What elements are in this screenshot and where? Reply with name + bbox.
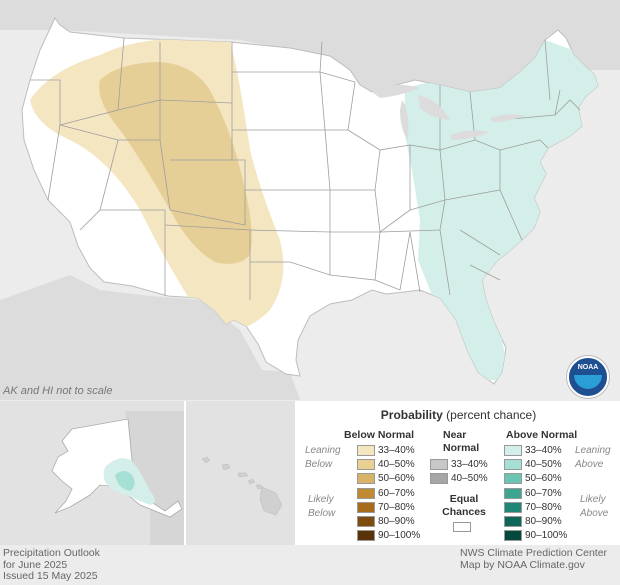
great-lakes (372, 84, 525, 140)
legend-panel: Probability (percent chance) Below Norma… (297, 401, 620, 545)
above-legend-row: 40–50% (504, 459, 562, 471)
scale-note: AK and HI not to scale (2, 385, 112, 397)
above-normal-33-40-region (404, 40, 598, 380)
below-legend-swatch (357, 516, 375, 527)
below-legend-swatch (357, 487, 375, 499)
equal-line1: Equal (449, 493, 479, 505)
below-legend-label: 80–90% (378, 516, 415, 528)
below-legend-label: 60–70% (378, 487, 415, 499)
below-legend-row: 33–40% (357, 445, 415, 457)
credit-line2: Map by NOAA Climate.gov (460, 558, 585, 571)
near-heading-line1: Near (443, 429, 467, 441)
map-credit: NWS Climate Prediction Center Map by NOA… (460, 547, 608, 571)
above-leaning-line1: Leaning (575, 445, 611, 456)
below-leaning-line1: Leaning (305, 445, 341, 456)
below-legend-swatch (357, 530, 375, 542)
below-legend-label: 70–80% (378, 501, 415, 513)
near-legend-label: 33–40% (451, 459, 488, 471)
above-legend-swatch (504, 459, 522, 471)
legend-title-bold: Probability (380, 408, 443, 422)
above-legend-swatch (504, 473, 522, 485)
below-legend-swatch (357, 501, 375, 513)
hawaii-inset (186, 401, 297, 545)
alaska-above-normal-40-50 (115, 471, 135, 491)
near-heading-line2: Normal (443, 442, 480, 454)
below-leaning-line2: Below (305, 459, 333, 470)
above-legend-row: 70–80% (504, 501, 562, 514)
mexico-landmass (0, 275, 300, 400)
above-leaning-line2: Above (575, 459, 604, 470)
below-likely-label: Likely Below (308, 493, 335, 521)
caption-line2: for June 2025 (3, 558, 68, 571)
above-leaning-label: Leaning Above (575, 444, 611, 472)
near-legend-swatch (430, 473, 448, 485)
above-legend-label: 60–70% (525, 487, 562, 499)
credit-line1: NWS Climate Prediction Center (460, 547, 608, 559)
above-likely-line1: Likely (580, 494, 606, 505)
above-legend-label: 80–90% (525, 516, 562, 528)
near-legend-label: 40–50% (451, 473, 488, 485)
above-legend-row: 50–60% (504, 473, 562, 485)
above-normal-heading: Above Normal (506, 429, 578, 441)
below-legend-row: 60–70% (357, 487, 415, 500)
above-legend-swatch (504, 501, 522, 513)
gulf-water (300, 330, 500, 400)
below-legend-row: 80–90% (357, 516, 415, 528)
above-legend-row: 60–70% (504, 487, 562, 500)
above-legend-label: 50–60% (525, 473, 562, 485)
below-legend-swatch (357, 445, 375, 456)
equal-chances-heading: Equal Chances (442, 493, 486, 519)
hawaii-islands (201, 456, 283, 516)
alaska-inset (0, 401, 186, 545)
below-legend-swatch (357, 473, 375, 485)
equal-chances-swatch (453, 522, 471, 532)
below-legend-label: 90–100% (378, 530, 421, 542)
above-legend-row: 90–100% (504, 530, 567, 542)
below-legend-row: 40–50% (357, 459, 415, 471)
below-leaning-label: Leaning Below (305, 444, 341, 472)
near-normal-heading: Near Normal (443, 429, 479, 455)
noaa-logo-icon: NOAA (567, 356, 609, 398)
below-normal-40-50-region (99, 62, 252, 264)
near-legend-swatch (430, 459, 448, 470)
legend-title-rest: (percent chance) (442, 408, 537, 422)
above-legend-swatch (504, 516, 522, 527)
below-legend-row: 90–100% (357, 530, 420, 542)
above-legend-label: 33–40% (525, 445, 562, 457)
below-legend-row: 70–80% (357, 501, 415, 514)
below-legend-label: 50–60% (378, 473, 415, 485)
map-caption: Precipitation Outlook for June 2025 Issu… (3, 547, 100, 583)
above-likely-label: Likely Above (580, 493, 608, 521)
logo-text: NOAA (577, 364, 599, 371)
caption-line1: Precipitation Outlook (3, 547, 100, 559)
above-legend-label: 70–80% (525, 501, 562, 513)
above-legend-swatch (504, 487, 522, 499)
canada-landmass (0, 0, 620, 92)
near-legend-row: 40–50% (430, 473, 488, 485)
above-legend-swatch (504, 530, 522, 542)
above-legend-label: 90–100% (525, 530, 568, 542)
below-likely-line1: Likely (308, 494, 334, 505)
below-legend-label: 40–50% (378, 459, 415, 471)
legend-title: Probability (percent chance) (297, 408, 620, 422)
above-legend-row: 33–40% (504, 445, 562, 457)
near-legend-row: 33–40% (430, 459, 488, 471)
below-likely-line2: Below (308, 508, 336, 519)
alaska-map (0, 401, 184, 545)
above-legend-swatch (504, 445, 522, 456)
conus-map: AK and HI not to scale (0, 0, 620, 400)
below-normal-heading: Below Normal (344, 429, 415, 441)
above-legend-label: 40–50% (525, 459, 562, 471)
equal-line2: Chances (442, 506, 486, 518)
below-legend-label: 33–40% (378, 445, 415, 457)
below-legend-swatch (357, 459, 375, 471)
caption-line3: Issued 15 May 2025 (3, 570, 98, 582)
above-legend-row: 80–90% (504, 516, 562, 528)
below-legend-row: 50–60% (357, 473, 415, 485)
hawaii-map (201, 456, 283, 516)
above-likely-line2: Above (580, 508, 609, 519)
